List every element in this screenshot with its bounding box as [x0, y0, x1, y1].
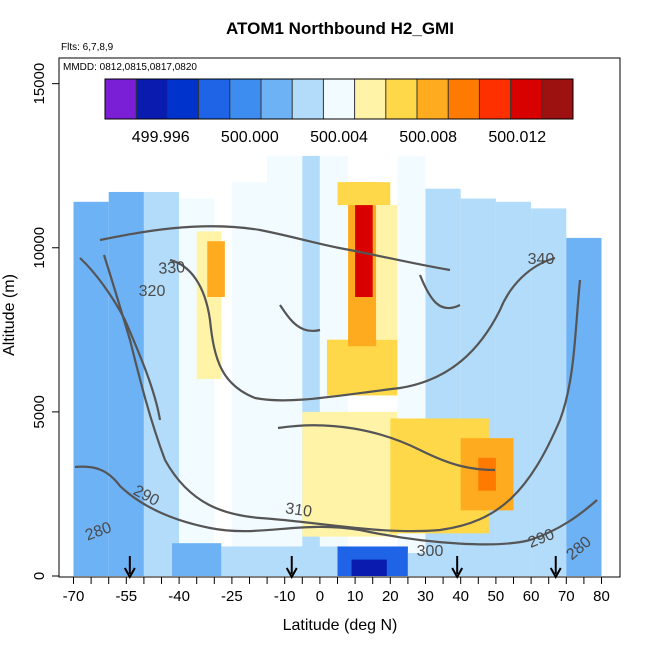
colorbar-tick-label: 500.004 [310, 129, 368, 146]
heatmap-cell [351, 559, 387, 576]
contour-label: 310 [284, 500, 313, 521]
colorbar-swatch [479, 79, 511, 119]
heatmap-layer [73, 155, 602, 576]
heatmap-cell [407, 553, 532, 576]
contour-label: 300 [417, 543, 444, 560]
heatmap-cell [326, 339, 408, 396]
y-tick-label: 15000 [31, 63, 48, 105]
colorbar-swatch [292, 79, 324, 119]
colorbar-swatch [417, 79, 449, 119]
flights-subtitle: Flts: 6,7,8,9 [61, 42, 114, 53]
heatmap-cell [337, 182, 391, 206]
theta-contour [279, 304, 321, 333]
x-tick-label: -40 [168, 588, 190, 605]
colorbar-swatch [167, 79, 199, 119]
theta-contour [74, 465, 598, 546]
colorbar-swatch [261, 79, 293, 119]
theta-contour [169, 256, 556, 402]
colorbar-swatch [354, 79, 387, 119]
heatmap-cell [172, 543, 222, 576]
heatmap-cell [495, 201, 532, 576]
colorbar-swatch [229, 79, 262, 119]
heatmap-cell [108, 191, 144, 576]
theta-contour [79, 257, 162, 421]
colorbar-swatch [323, 79, 355, 119]
heatmap-cell [221, 546, 338, 576]
y-axis-label: Altitude (m) [1, 274, 18, 356]
contour-label: 330 [158, 259, 186, 278]
x-axis: -70 -55 -40 -25 -10 0 10 20 30 40 50 60 70 80 [63, 576, 610, 605]
colorbar-swatch [510, 79, 543, 119]
y-axis: 0 5000 10000 15000 [31, 63, 60, 580]
x-tick-label: 30 [417, 588, 434, 605]
x-tick-label: -25 [221, 588, 243, 605]
colorbar-swatch [448, 79, 480, 119]
colorbar-frame [104, 78, 574, 120]
y-tick-label: 10000 [31, 227, 48, 269]
dates-subtitle: MMDD: 0812,0815,0817,0820 [63, 62, 197, 73]
heatmap-cell [376, 205, 398, 340]
x-tick-label: 0 [316, 588, 324, 605]
theta-contour [102, 254, 582, 533]
heatmap-cell [531, 208, 567, 576]
colorbar-swatch [105, 79, 137, 119]
heatmap-cell [207, 241, 225, 297]
theta-contour [99, 225, 451, 272]
x-tick-label: 60 [523, 588, 540, 605]
heatmap-cell [73, 201, 109, 576]
x-tick-label: 10 [347, 588, 364, 605]
heatmap-cell [355, 198, 373, 297]
colorbar: 499.996 500.000 500.004 500.008 500.012 [104, 78, 574, 146]
colorbar-tick-label: 500.008 [399, 129, 457, 146]
y-tick-label: 0 [31, 572, 48, 580]
heatmap-cell [566, 237, 602, 576]
colorbar-tick-label: 500.000 [221, 129, 279, 146]
x-tick-label: -10 [274, 588, 296, 605]
x-tick-label: 70 [558, 588, 575, 605]
x-tick-label: 40 [452, 588, 469, 605]
x-axis-label: Latitude (deg N) [283, 617, 398, 634]
colorbar-swatch [385, 79, 418, 119]
contour-label: 320 [139, 283, 166, 300]
heatmap-cell [478, 457, 496, 491]
x-tick-label: 20 [382, 588, 399, 605]
colorbar-tick-label: 500.012 [488, 129, 546, 146]
colorbar-swatch [136, 79, 168, 119]
colorbar-tick-label: 499.996 [132, 129, 190, 146]
x-tick-label: -55 [115, 588, 137, 605]
flight-arrow-head [451, 567, 464, 580]
flight-arrows [123, 556, 562, 580]
flight-arrow-head [123, 567, 136, 580]
chart-title: ATOM1 Northbound H2_GMI [226, 19, 454, 38]
y-tick-label: 5000 [31, 395, 48, 428]
x-tick-label: -70 [63, 588, 85, 605]
heatmap-cell [302, 411, 398, 537]
theta-contour [277, 424, 496, 472]
x-tick-label: 80 [593, 588, 610, 605]
heatmap-cell [267, 155, 303, 576]
heatmap-cell [231, 182, 268, 576]
colorbar-swatch [541, 79, 574, 119]
flight-arrow-head [285, 567, 298, 580]
x-tick-label: 50 [488, 588, 505, 605]
contour-label: 340 [528, 251, 555, 268]
flight-arrow-head [549, 567, 562, 580]
theta-contour [418, 274, 461, 310]
colorbar-swatch [198, 79, 231, 119]
